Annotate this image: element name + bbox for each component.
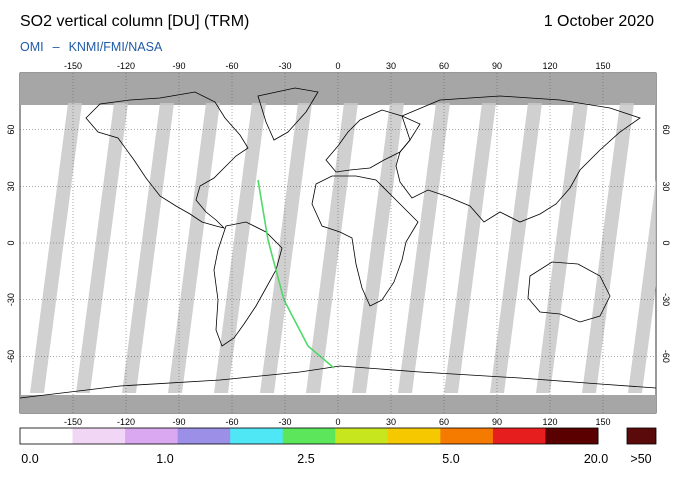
lat-tick-label-left: 60 xyxy=(6,125,16,135)
lon-tick-label-top: -30 xyxy=(278,61,291,71)
colorbar-frame xyxy=(19,427,599,445)
lon-tick-label-bottom: -90 xyxy=(172,417,185,427)
colorbar-segment xyxy=(72,428,126,444)
colorbar-label: >50 xyxy=(630,452,652,466)
colorbar-segment xyxy=(282,428,336,444)
lon-tick-label-bottom: -150 xyxy=(64,417,82,427)
antarctica-outline xyxy=(20,365,656,399)
coastlines xyxy=(20,87,656,399)
lat-tick-label-right: 60 xyxy=(661,125,671,135)
credit-instrument: OMI xyxy=(20,40,44,54)
colorbar xyxy=(19,427,657,445)
colorbar-segment xyxy=(20,428,74,444)
lon-tick-label-top: 90 xyxy=(492,61,502,71)
axis-ticks: -150 -150 -120 -120 -90 -90 -60 -60 -30 -30 0 0 30 30… xyxy=(6,61,671,427)
lon-tick-label-bottom: 150 xyxy=(595,417,610,427)
colorbar-segment xyxy=(492,428,546,444)
credit-institutions: KNMI/FMI/NASA xyxy=(68,40,163,54)
colorbar-label: 20.0 xyxy=(583,452,609,466)
orbit-gap-stripe xyxy=(444,103,496,393)
orbit-gap-stripe xyxy=(30,103,82,393)
lon-tick-label-top: -150 xyxy=(64,61,82,71)
map-date: 1 October 2020 xyxy=(543,13,654,30)
lon-tick-label-top: 150 xyxy=(595,61,610,71)
lon-tick-label-bottom: 60 xyxy=(439,417,449,427)
orbit-gap-stripe xyxy=(536,103,588,393)
lat-tick-label-left: 30 xyxy=(6,181,16,191)
lon-tick-label-top: -60 xyxy=(225,61,238,71)
so2-trace-line xyxy=(257,179,335,369)
lat-tick-label-left: -60 xyxy=(6,350,16,363)
orbit-gap-stripe xyxy=(122,103,174,393)
south-america-outline xyxy=(213,221,283,347)
colorbar-label: 2.5 xyxy=(297,452,315,466)
lat-tick-label-right: 30 xyxy=(661,181,671,191)
north-america-outline xyxy=(85,91,249,229)
orbit-gap-stripe xyxy=(214,103,266,393)
credit-separator: – xyxy=(52,40,60,54)
colorbar-segment xyxy=(335,428,389,444)
europe-outline xyxy=(325,109,421,173)
orbit-gap-stripe xyxy=(168,103,220,393)
lat-tick-label-right: -30 xyxy=(661,293,671,306)
map-title: SO2 vertical column [DU] (TRM) xyxy=(20,13,250,30)
colorbar-segment xyxy=(125,428,179,444)
orbit-gap-stripe xyxy=(398,103,450,393)
orbit-gap-stripe xyxy=(490,103,542,393)
credit-line: OMI – KNMI/FMI/NASA xyxy=(20,40,162,54)
lon-tick-label-top: 120 xyxy=(542,61,557,71)
asia-outline xyxy=(395,95,641,223)
colorbar-overflow-box xyxy=(626,427,657,445)
colorbar-segment xyxy=(440,428,494,444)
lat-tick-label-left: -30 xyxy=(6,293,16,306)
lat-tick-label-right: 0 xyxy=(661,240,671,245)
australia-outline xyxy=(527,261,611,323)
lon-tick-label-top: 60 xyxy=(439,61,449,71)
lon-tick-label-bottom: 30 xyxy=(386,417,396,427)
colorbar-segment xyxy=(230,428,284,444)
orbit-gap-stripe xyxy=(306,103,358,393)
orbit-gap-stripe xyxy=(628,179,656,393)
colorbar-label: 1.0 xyxy=(156,452,174,466)
greenland-outline xyxy=(257,87,319,141)
colorbar-segment xyxy=(387,428,441,444)
lon-tick-label-bottom: 0 xyxy=(335,417,340,427)
lat-tick-label-right: -60 xyxy=(661,350,671,363)
lat-tick-label-left: 0 xyxy=(6,240,16,245)
orbit-gap-stripe xyxy=(582,103,634,393)
colorbar-segment xyxy=(545,428,599,444)
lon-tick-label-bottom: 120 xyxy=(542,417,557,427)
lon-tick-label-bottom: -30 xyxy=(278,417,291,427)
lon-tick-label-bottom: -60 xyxy=(225,417,238,427)
orbit-gap-stripe xyxy=(260,103,312,393)
colorbar-segment xyxy=(177,428,231,444)
lon-tick-label-top: -90 xyxy=(172,61,185,71)
graticule xyxy=(20,73,656,413)
africa-outline xyxy=(311,175,419,307)
lon-tick-label-top: 0 xyxy=(335,61,340,71)
lon-tick-label-bottom: 90 xyxy=(492,417,502,427)
lon-tick-label-top: 30 xyxy=(386,61,396,71)
orbit-gap-stripe xyxy=(76,103,128,393)
lon-tick-label-top: -120 xyxy=(117,61,135,71)
colorbar-label: 0.0 xyxy=(21,452,39,466)
colorbar-label: 5.0 xyxy=(442,452,460,466)
lon-tick-label-bottom: -120 xyxy=(117,417,135,427)
